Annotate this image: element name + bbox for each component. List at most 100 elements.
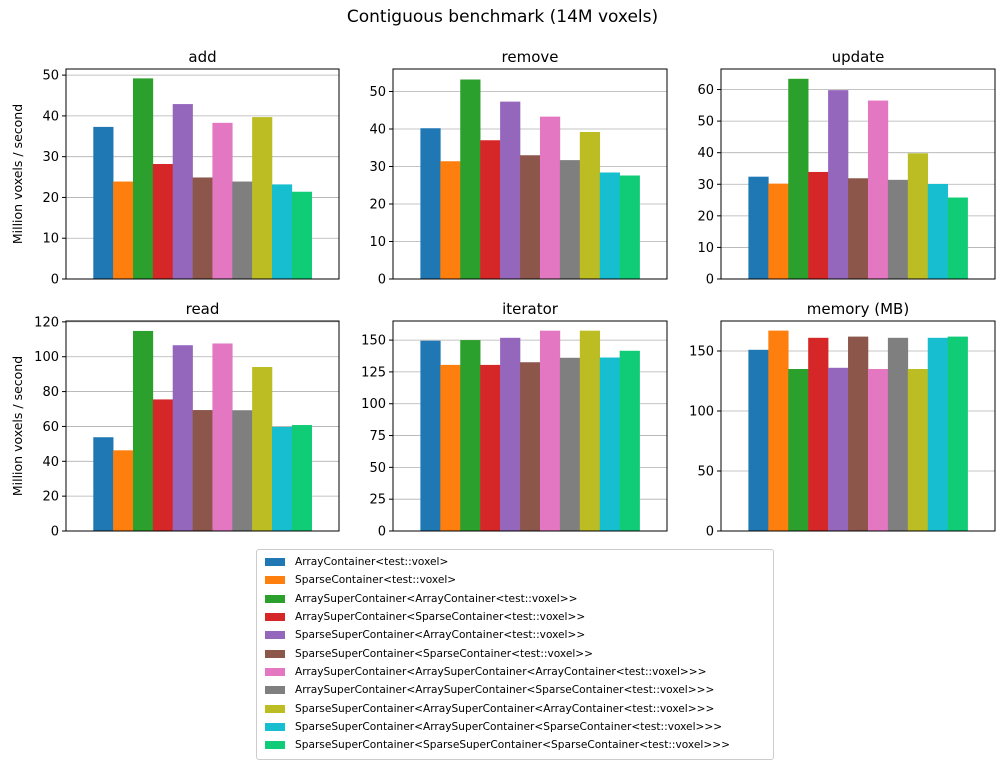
subplot-add: 0 10 20 30 40 50 add Million voxels / second (10, 48, 340, 288)
bar-3 (788, 369, 809, 531)
y-tick-label: 50 (369, 461, 386, 476)
legend-item: ArraySuperContainer<ArraySuperContainer<… (265, 663, 773, 681)
y-tick-label: 0 (378, 273, 386, 288)
subplot-iterator: 0 25 50 75 100 125 150 iterator (361, 300, 668, 540)
bar-11 (291, 425, 312, 531)
y-tick-label: 20 (369, 198, 386, 213)
axes-frame (65, 68, 340, 280)
y-tick-label: 10 (697, 241, 714, 256)
legend-label: ArraySuperContainer<SparseContainer<test… (295, 611, 586, 624)
bar-9 (907, 153, 929, 279)
bar-4 (152, 164, 174, 279)
bar-10 (599, 172, 620, 279)
legend-label: SparseSuperContainer<SparseContainer<tes… (295, 647, 594, 660)
bar-8 (232, 181, 253, 279)
y-tick-label: 120 (34, 315, 59, 330)
y-tick-label: 30 (369, 160, 386, 175)
y-tick-label: 20 (697, 209, 714, 224)
chart-legend: ArrayContainer<test::voxel>SparseContain… (256, 549, 774, 760)
y-tick-label: 30 (42, 150, 59, 165)
legend-swatch (265, 704, 285, 713)
bar-5 (500, 101, 521, 279)
y-tick-label: 0 (51, 273, 59, 288)
axes-frame (720, 68, 996, 280)
bar-10 (927, 337, 948, 531)
bar-3 (460, 340, 481, 531)
bar-11 (947, 197, 968, 279)
bar-7 (539, 116, 561, 279)
bar-6 (848, 178, 869, 279)
bar-1 (93, 126, 114, 279)
legend-swatch (265, 649, 285, 658)
axes-frame (720, 320, 996, 532)
legend-label: ArrayContainer<test::voxel> (295, 556, 449, 569)
legend-swatch (265, 631, 285, 640)
bar-7 (212, 122, 233, 279)
legend-swatch (265, 558, 285, 567)
bar-3 (788, 78, 809, 279)
bar-10 (271, 184, 293, 279)
legend-item: SparseSuperContainer<SparseSuperContaine… (265, 736, 773, 754)
y-tick-label: 80 (42, 385, 59, 400)
legend-swatch (265, 594, 285, 603)
subplot-title: read (186, 300, 220, 318)
y-tick-label: 50 (697, 465, 714, 480)
legend-swatch (265, 667, 285, 676)
bar-3 (460, 79, 481, 279)
bar-1 (748, 349, 769, 531)
bar-2 (768, 183, 789, 279)
subplot-title: memory (MB) (807, 300, 909, 318)
bar-4 (808, 337, 829, 531)
y-tick-label: 75 (369, 429, 386, 444)
y-tick-label: 40 (369, 123, 386, 138)
bar-9 (579, 132, 601, 279)
legend-item: SparseSuperContainer<ArraySuperContainer… (265, 699, 773, 717)
bar-8 (559, 357, 581, 531)
subplot-title: iterator (502, 300, 559, 318)
bar-6 (848, 336, 869, 531)
legend-item: SparseSuperContainer<SparseContainer<tes… (265, 644, 773, 662)
legend-label: SparseSuperContainer<ArraySuperContainer… (295, 720, 723, 733)
y-tick-label: 100 (34, 350, 59, 365)
bar-2 (440, 161, 461, 279)
y-axis-label: Million voxels / second (10, 104, 25, 244)
y-tick-label: 10 (369, 235, 386, 250)
subplot-remove: 0 10 20 30 40 50 remove (369, 48, 668, 288)
bar-5 (172, 345, 193, 531)
bar-4 (152, 399, 174, 531)
bar-7 (867, 100, 889, 279)
bar-7 (867, 369, 889, 531)
legend-label: ArraySuperContainer<ArraySuperContainer<… (295, 665, 707, 678)
y-tick-label: 40 (42, 455, 59, 470)
legend-item: ArraySuperContainer<ArraySuperContainer<… (265, 681, 773, 699)
legend-label: SparseSuperContainer<SparseSuperContaine… (295, 739, 730, 752)
bar-4 (480, 140, 501, 279)
y-tick-label: 25 (369, 493, 386, 508)
bar-1 (748, 176, 769, 279)
bar-8 (232, 410, 253, 531)
subplot-title: remove (502, 48, 559, 66)
bar-2 (113, 450, 134, 531)
bar-9 (579, 330, 601, 531)
bar-9 (252, 117, 273, 279)
legend-label: SparseContainer<test::voxel> (295, 574, 457, 587)
y-tick-label: 0 (51, 525, 59, 540)
legend-item: SparseSuperContainer<ArraySuperContainer… (265, 718, 773, 736)
y-tick-label: 40 (42, 109, 59, 124)
legend-swatch (265, 613, 285, 622)
axes-frame (392, 68, 668, 280)
bar-7 (212, 343, 233, 531)
y-tick-label: 50 (697, 115, 714, 130)
bar-5 (828, 90, 849, 279)
bar-5 (500, 337, 521, 531)
legend-item: ArrayContainer<test::voxel> (265, 553, 773, 571)
bar-10 (927, 183, 948, 279)
subplot-update: 0 10 20 30 40 50 60 update (697, 48, 996, 288)
bar-6 (520, 362, 541, 531)
figure-title: Contiguous benchmark (14M voxels) (346, 7, 659, 27)
y-tick-label: 40 (697, 146, 714, 161)
y-tick-label: 0 (706, 273, 714, 288)
bar-11 (947, 336, 968, 531)
bar-6 (192, 177, 213, 279)
